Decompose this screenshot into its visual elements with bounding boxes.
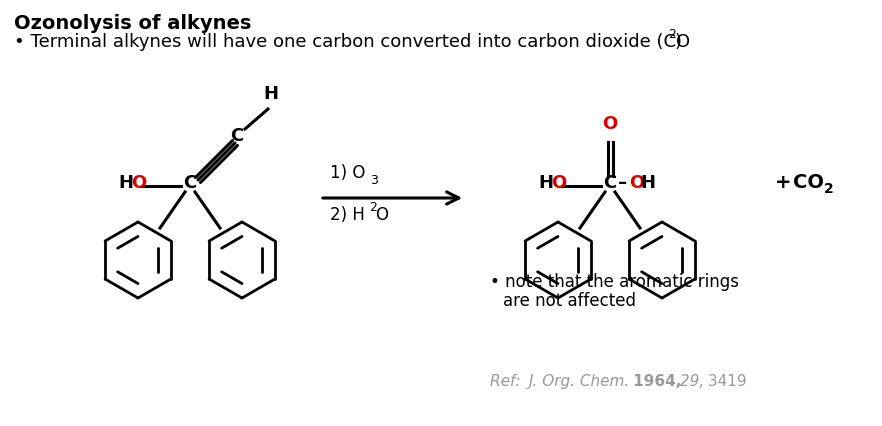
Text: O: O [131, 174, 146, 192]
Text: ): ) [675, 33, 682, 51]
Text: 29,: 29, [675, 374, 704, 389]
Text: Ozonolysis of alkynes: Ozonolysis of alkynes [14, 14, 251, 33]
Text: O: O [629, 174, 644, 192]
Text: C: C [183, 174, 197, 192]
Text: H: H [538, 174, 553, 192]
Text: 1) O: 1) O [330, 164, 365, 182]
Text: +: + [775, 173, 791, 193]
Text: • Terminal alkynes will have one carbon converted into carbon dioxide (CO: • Terminal alkynes will have one carbon … [14, 33, 690, 51]
Text: –: – [618, 174, 627, 192]
Text: O: O [551, 174, 566, 192]
Text: are not affected: are not affected [503, 292, 636, 310]
Text: 2: 2 [369, 201, 377, 214]
Text: C: C [603, 174, 617, 192]
Text: J. Org. Chem.: J. Org. Chem. [528, 374, 629, 389]
Text: O: O [375, 206, 388, 224]
Text: H: H [640, 174, 655, 192]
Text: 2) H: 2) H [330, 206, 365, 224]
Text: H: H [264, 85, 279, 103]
Text: 3419: 3419 [703, 374, 747, 389]
Text: 1964,: 1964, [628, 374, 682, 389]
Text: 2: 2 [824, 182, 833, 196]
Text: C: C [230, 127, 243, 145]
Text: Ref:: Ref: [490, 374, 530, 389]
Text: 3: 3 [370, 174, 377, 187]
Text: • note that the aromatic rings: • note that the aromatic rings [490, 273, 739, 291]
Text: 2: 2 [668, 28, 676, 41]
Text: H: H [118, 174, 133, 192]
Text: CO: CO [793, 173, 824, 193]
Text: O: O [602, 115, 617, 133]
